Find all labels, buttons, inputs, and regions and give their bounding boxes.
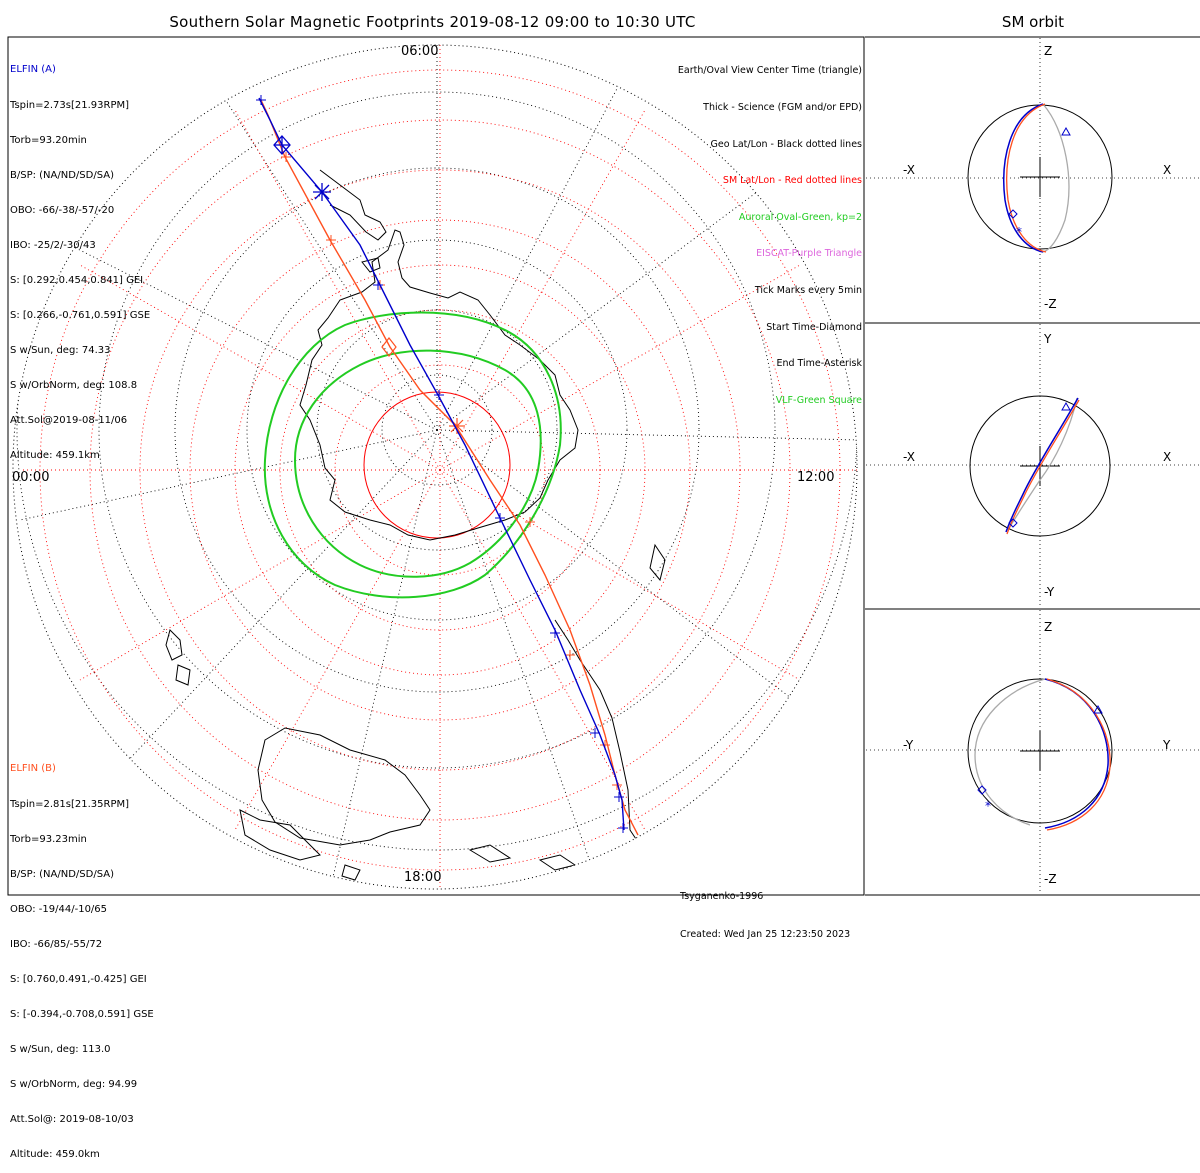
globe-limb — [12, 44, 858, 890]
elfin-b-line: Att.Sol@: 2019-08-10/03 — [10, 1114, 134, 1126]
orbit1-h-neg: -X — [903, 163, 915, 177]
elfin-b-line: S: [-0.394,-0.708,0.591] GSE — [10, 1009, 154, 1021]
elfin-b-line: S w/OrbNorm, deg: 94.99 — [10, 1079, 138, 1091]
elfin-a-name: ELFIN (A) — [10, 64, 56, 76]
legend-entry: Auroral Oval-Green, kp=2 — [738, 211, 862, 223]
legend-entry: Start Time-Diamond — [766, 321, 862, 333]
orbit3-h-pos: Y — [1163, 738, 1171, 752]
orbit1-h-pos: X — [1163, 163, 1172, 177]
orbit3-v-neg: -Z — [1044, 872, 1057, 886]
elfin-a-end-asterisk — [313, 183, 331, 201]
elfin-b-name: ELFIN (B) — [10, 763, 56, 775]
elfin-b-line: B/SP: (NA/ND/SD/SA) — [10, 868, 114, 880]
elfin-a-ticks — [256, 95, 628, 833]
elfin-a-info: ELFIN (A) Tspin=2.73s[21.93RPM] Torb=93.… — [10, 41, 150, 474]
auroral-ovals — [263, 311, 562, 599]
elfin-a-line: OBO: -66/-38/-57/-20 — [10, 204, 115, 216]
elfin-a-line: B/SP: (NA/ND/SD/SA) — [10, 169, 114, 181]
orbit3-h-neg: -Y — [903, 738, 914, 752]
orbit3-v-pos: Z — [1044, 620, 1053, 634]
figure-title: Southern Solar Magnetic Footprints 2019-… — [169, 13, 696, 31]
mlt-label-left: 00:00 — [12, 470, 50, 485]
elfin-a-start-diamond — [273, 135, 291, 155]
sm-longitude-grid — [20, 45, 857, 889]
legend-entry: Thick - Science (FGM and/or EPD) — [703, 102, 862, 113]
legend-entry: Tick Marks every 5min — [754, 284, 862, 296]
orbit1-v-neg: -Z — [1044, 297, 1057, 311]
orbit2-v-neg: -Y — [1044, 585, 1055, 599]
map-frame — [7, 36, 1200, 896]
elfin-b-line: IBO: -66/85/-55/72 — [10, 938, 103, 950]
elfin-b-track — [260, 99, 639, 836]
svg-text:*: * — [1016, 225, 1022, 239]
elfin-a-line: IBO: -25/2/-30/43 — [10, 239, 96, 251]
orbit2-h-pos: X — [1163, 450, 1172, 464]
orbit-panel-xz: * — [866, 38, 1200, 322]
created-label: Created: Wed Jan 25 12:23:50 2023 — [680, 928, 851, 940]
elfin-a-line: Tspin=2.73s[21.93RPM] — [10, 99, 130, 111]
legend-entry: EISCAT-Purple Triangle — [756, 248, 862, 260]
legend-entry: End Time-Asterisk — [776, 358, 862, 370]
legend-entry: Geo Lat/Lon - Black dotted lines — [710, 138, 862, 150]
orbit2-v-pos: Y — [1044, 332, 1052, 346]
elfin-a-line: S w/OrbNorm, deg: 108.8 — [10, 380, 138, 392]
legend: Earth/Oval View Center Time (triangle) T… — [678, 41, 862, 419]
credits: Tsyganenko-1996 Created: Wed Jan 25 12:2… — [680, 866, 850, 954]
elfin-b-line: OBO: -19/44/-10/65 — [10, 903, 108, 915]
orbit2-h-neg: -X — [903, 450, 915, 464]
orbit-panel-yz: * — [866, 610, 1200, 894]
svg-text:*: * — [985, 799, 991, 813]
mlt-label-top: 06:00 — [401, 44, 439, 59]
mlt-label-bottom: 18:00 — [404, 870, 442, 885]
elfin-a-line: Torb=93.20min — [10, 134, 87, 146]
mlt-label-right: 12:00 — [797, 470, 835, 485]
elfin-b-line: S w/Sun, deg: 113.0 — [10, 1044, 111, 1056]
elfin-b-line: S: [0.760,0.491,-0.425] GEI — [10, 973, 147, 985]
elfin-b-start-diamond — [381, 337, 397, 357]
orbit-panel-xy — [866, 324, 1200, 608]
auroral-oval-inner — [293, 349, 542, 578]
elfin-b-info: ELFIN (B) Tspin=2.81s[21.35RPM] Torb=93.… — [10, 740, 154, 1173]
geo-latitude-grid — [16, 45, 857, 851]
orbit1-v-pos: Z — [1044, 44, 1053, 58]
elfin-a-line: S w/Sun, deg: 74.33 — [10, 345, 111, 357]
legend-entry: SM Lat/Lon - Red dotted lines — [722, 175, 862, 187]
geo-longitude-grid — [19, 45, 857, 889]
elfin-b-line: Torb=93.23min — [10, 833, 87, 845]
elfin-b-line: Tspin=2.81s[21.35RPM] — [10, 798, 130, 810]
model-label: Tsyganenko-1996 — [680, 891, 764, 902]
legend-entry: Earth/Oval View Center Time (triangle) — [677, 65, 862, 77]
elfin-a-line: Altitude: 459.1km — [10, 450, 100, 462]
coastlines — [165, 169, 666, 881]
legend-entry: VLF-Green Square — [775, 394, 862, 406]
elfin-a-line: Att.Sol@2019-08-11/06 — [10, 415, 128, 427]
elfin-a-track — [258, 97, 625, 831]
elfin-a-line: S: [0.292,0.454,0.841] GEI — [10, 274, 144, 286]
elfin-a-line: S: [0.266,-0.761,0.591] GSE — [10, 310, 151, 322]
elfin-b-line: Altitude: 459.0km — [10, 1149, 100, 1161]
elfin-b-ticks — [281, 152, 622, 790]
figure-canvas: * * — [7, 36, 1200, 896]
auroral-oval-outer — [263, 311, 562, 599]
orbit-title: SM orbit — [1001, 13, 1065, 31]
